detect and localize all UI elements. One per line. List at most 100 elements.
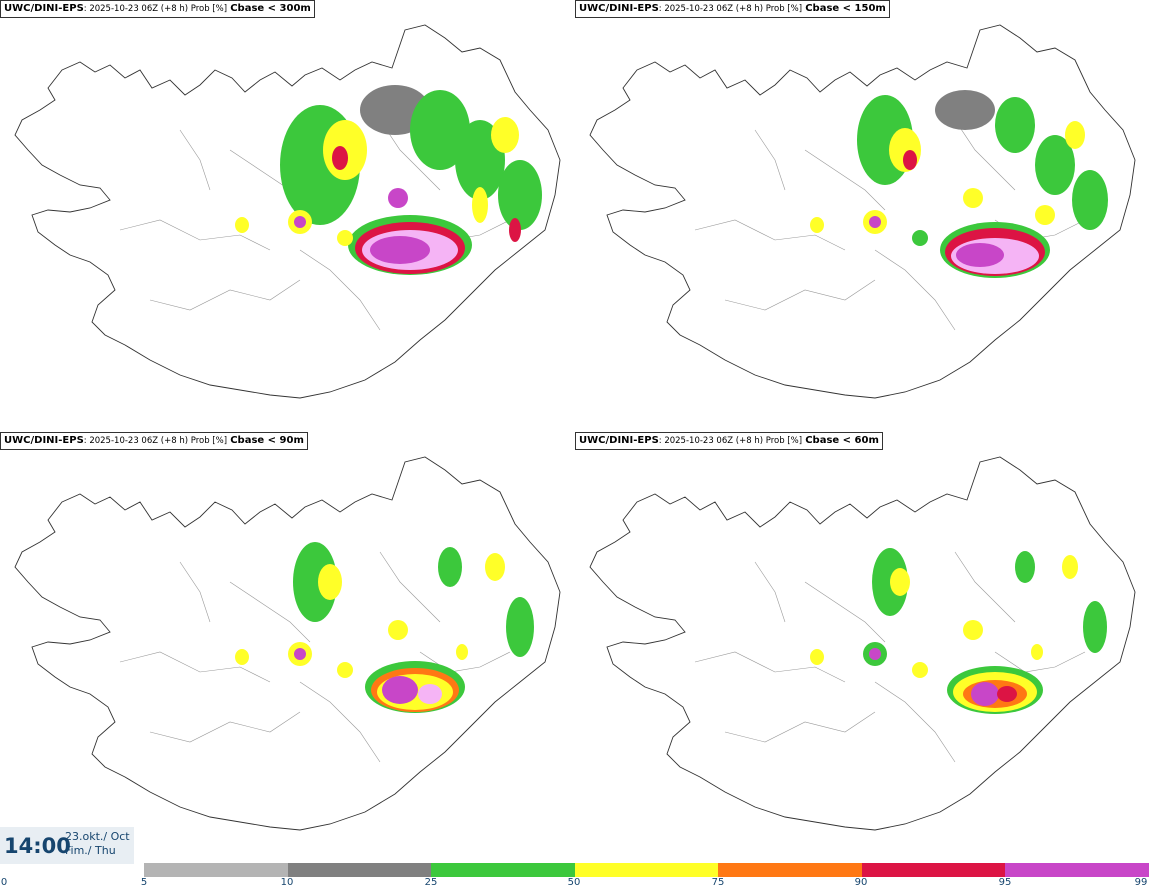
probability-area [318,564,342,600]
probability-area [963,188,983,208]
coastline [589,24,1136,399]
valid-date-line2: Fim./ Thu [65,844,116,857]
probability-area [1072,170,1108,230]
probability-area [388,188,408,208]
colorbar-segment [288,863,431,877]
region-boundary [179,561,211,623]
region-boundary [804,149,886,211]
probability-area [388,620,408,640]
probability-area [1035,135,1075,195]
probability-area [869,216,881,228]
region-boundary [229,581,311,643]
colorbar-tick: 95 [998,877,1012,888]
probability-area [410,90,470,170]
map-svg [589,456,1136,831]
colorbar-tick: 99 [1134,877,1148,888]
probability-area [963,620,983,640]
colorbar-segment [1005,863,1149,877]
colorbar-segment [718,863,862,877]
colorbar-tick: 10 [280,877,294,888]
panel-title: UWC/DINI-EPS: 2025-10-23 06Z (+8 h) Prob… [575,0,890,18]
colorbar-segment [144,863,288,877]
region-boundary [419,651,511,673]
colorbar-tick: 50 [567,877,581,888]
region-boundary [299,249,381,331]
probability-area [382,676,418,704]
region-boundary [694,651,846,683]
probability-area [956,243,1004,267]
probability-area [890,568,910,596]
map-svg [14,24,561,399]
probability-area [935,90,995,130]
probability-area [1083,601,1107,653]
region-boundary [179,129,211,191]
colorbar-tick: 0 [0,877,8,888]
region-boundary [119,219,271,251]
colorbar [144,863,1150,877]
region-boundary [149,279,301,311]
region-boundary [694,219,846,251]
probability-area [293,542,337,622]
probability-area [903,150,917,170]
region-boundary [954,551,1016,623]
region-boundary [874,681,956,763]
valid-time-box: 14:00 23.okt./ Oct Fim./ Thu [0,827,134,864]
probability-area [1035,205,1055,225]
probability-area [294,216,306,228]
region-boundary [874,249,956,331]
region-boundary [724,711,876,743]
colorbar-tick: 75 [711,877,725,888]
probability-area [498,160,542,230]
probability-area [456,644,468,660]
map-panel-cbase-90: UWC/DINI-EPS: 2025-10-23 06Z (+8 h) Prob… [0,432,575,862]
region-boundary [804,581,886,643]
region-boundary [994,651,1086,673]
valid-date: 23.okt./ Oct Fim./ Thu [65,830,130,858]
panel-title: UWC/DINI-EPS: 2025-10-23 06Z (+8 h) Prob… [0,432,308,450]
probability-area [438,547,462,587]
map-panel-cbase-300: UWC/DINI-EPS: 2025-10-23 06Z (+8 h) Prob… [0,0,575,430]
probability-area [1015,551,1035,583]
colorbar-tick: 90 [854,877,868,888]
map-svg [14,456,561,831]
region-boundary [754,129,786,191]
valid-date-line1: 23.okt./ Oct [65,830,130,843]
probability-area [971,682,999,706]
probability-area [506,597,534,657]
colorbar-segment [862,863,1005,877]
region-boundary [954,119,1016,191]
probability-area [509,218,521,242]
probability-area [294,648,306,660]
coastline [14,456,561,831]
probability-area [332,146,348,170]
probability-area [912,230,928,246]
valid-time: 14:00 [4,834,71,858]
probability-area [810,649,824,665]
region-boundary [119,651,271,683]
region-boundary [379,119,441,191]
probability-area [370,236,430,264]
probability-area [810,217,824,233]
region-boundary [379,551,441,623]
probability-area [337,662,353,678]
coastline [14,24,561,399]
map-svg [589,24,1136,399]
colorbar-tick: 5 [140,877,148,888]
region-boundary [299,681,381,763]
probability-area [337,230,353,246]
map-panel-cbase-60: UWC/DINI-EPS: 2025-10-23 06Z (+8 h) Prob… [575,432,1150,862]
probability-area [912,662,928,678]
region-boundary [149,711,301,743]
colorbar-tick: 25 [424,877,438,888]
colorbar-segment [575,863,718,877]
probability-area [1065,121,1085,149]
probability-area [1031,644,1043,660]
map-panel-cbase-150: UWC/DINI-EPS: 2025-10-23 06Z (+8 h) Prob… [575,0,1150,430]
probability-area [235,649,249,665]
probability-area [418,684,442,704]
probability-area [472,187,488,223]
region-boundary [724,279,876,311]
panel-title: UWC/DINI-EPS: 2025-10-23 06Z (+8 h) Prob… [0,0,315,18]
coastline [589,456,1136,831]
probability-area [869,648,881,660]
